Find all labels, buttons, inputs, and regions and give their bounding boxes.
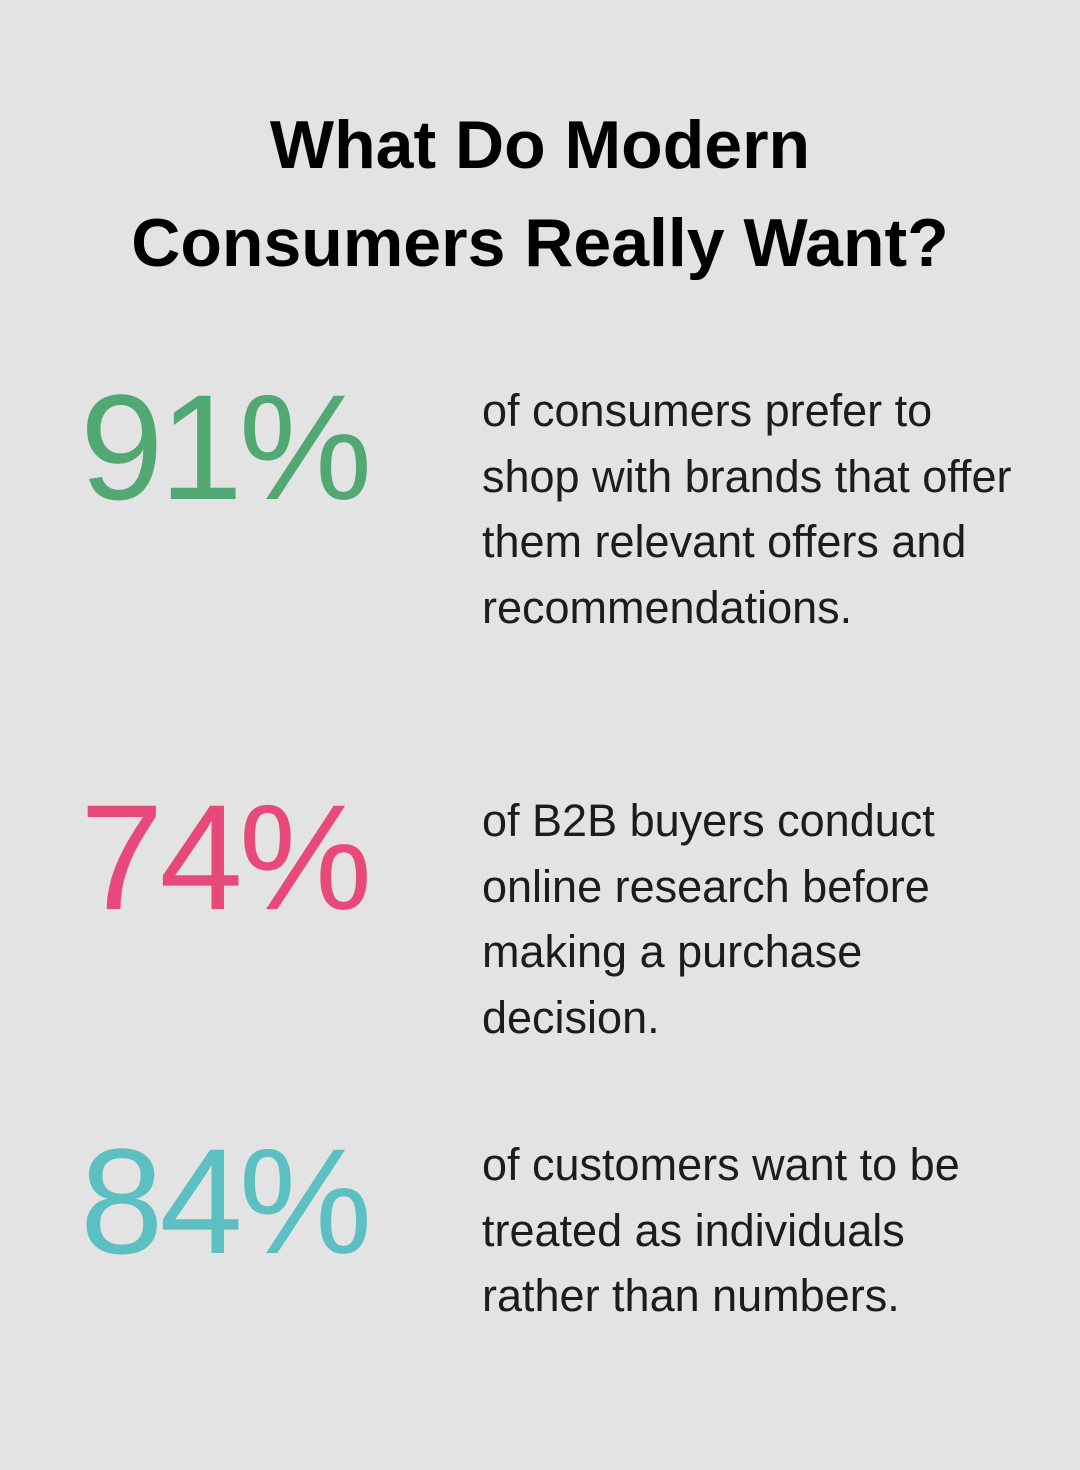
stat-description: of consumers prefer to shop with brands …: [482, 385, 1012, 633]
title: What Do Modern Consumers Really Want?: [131, 107, 949, 281]
stat-value: 84%: [80, 1117, 372, 1285]
stat-value: 74%: [80, 773, 372, 941]
stat-value: 91%: [80, 363, 372, 531]
stat-description: of B2B buyers conduct online research be…: [482, 795, 935, 1043]
stat-description: of customers want to be treated as indiv…: [482, 1139, 960, 1321]
